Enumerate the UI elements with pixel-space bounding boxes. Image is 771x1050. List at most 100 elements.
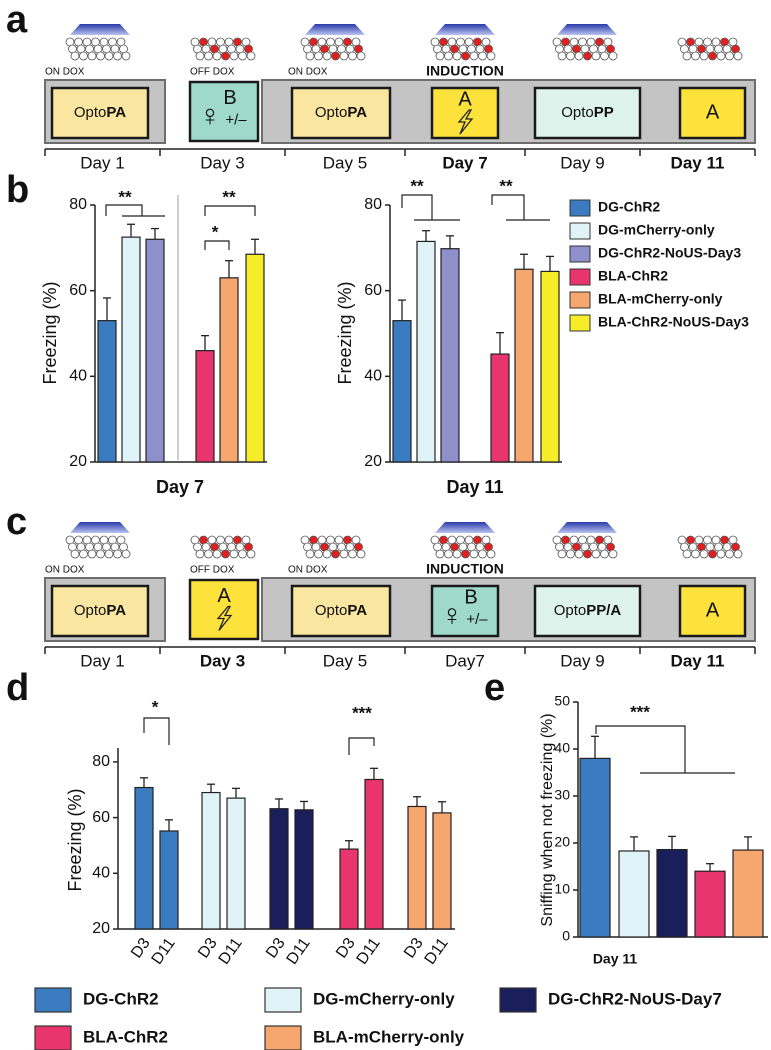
legend-swatch (569, 199, 591, 217)
y-tick-label: 50 (554, 693, 570, 709)
significance-label: * (212, 222, 219, 241)
well (444, 549, 453, 559)
step-text: OptoPA (315, 104, 367, 121)
bar (656, 848, 688, 938)
well (238, 51, 247, 61)
well (574, 51, 584, 61)
well (716, 51, 726, 61)
legend-swatch (34, 987, 72, 1013)
y-tick-label: 20 (364, 453, 382, 470)
x-tick-label: D11 (422, 935, 452, 968)
well (591, 51, 601, 61)
well (478, 549, 487, 559)
panel-letter: d (6, 667, 29, 709)
well (469, 51, 479, 61)
well (229, 51, 239, 61)
well (716, 549, 726, 559)
step-box (430, 584, 500, 638)
well (305, 51, 315, 61)
well (591, 549, 601, 559)
y-tick-label: 20 (554, 834, 570, 850)
step-box (533, 86, 642, 140)
step-text: OptoPP/A (554, 602, 622, 619)
significance-bracket (204, 205, 256, 216)
step-box (188, 578, 260, 641)
day-label: Day 1 (80, 153, 124, 172)
y-tick-label: 40 (69, 368, 87, 385)
well (486, 51, 496, 61)
step-prefix: Opto (74, 104, 107, 121)
well (229, 549, 239, 559)
step-box (678, 86, 747, 140)
day-label: Day 5 (323, 651, 367, 670)
step-text: OptoPP (561, 104, 614, 121)
step-prefix: Opto (561, 104, 594, 121)
well (733, 51, 743, 61)
well (486, 549, 496, 559)
bar (432, 812, 452, 930)
well (212, 51, 222, 61)
legend-label: DG-ChR2 (598, 199, 660, 215)
well (574, 549, 584, 559)
well (104, 549, 114, 559)
well (113, 549, 122, 559)
y-tick-label: 20 (69, 453, 87, 470)
significance-label: * (152, 697, 159, 716)
step-prefix: Opto (315, 104, 348, 121)
well (96, 51, 105, 61)
well (557, 549, 567, 559)
step-bold: PA (347, 602, 367, 619)
step-bold: PP/A (586, 602, 621, 619)
bar (540, 270, 560, 463)
well (682, 51, 692, 61)
bar (219, 277, 239, 463)
step-box (533, 584, 642, 638)
step-box (430, 86, 500, 140)
step-box (188, 80, 260, 143)
well (121, 51, 131, 61)
well (104, 51, 114, 61)
significance-label: ** (499, 176, 513, 195)
y-tick-label: 40 (364, 368, 382, 385)
well (444, 51, 453, 61)
step-sub: +/– (225, 111, 247, 128)
well (356, 51, 366, 61)
well (331, 51, 340, 61)
y-tick-label: 0 (562, 928, 570, 944)
bar (294, 809, 314, 930)
step-bold: PA (106, 602, 126, 619)
well (608, 51, 618, 61)
well (79, 549, 88, 559)
bar (195, 350, 215, 463)
panel-letter: e (484, 667, 505, 709)
well (461, 51, 470, 61)
well (87, 51, 97, 61)
step-box (290, 584, 392, 638)
y-axis-label: Freezing (%) (65, 788, 85, 891)
well (452, 51, 462, 61)
day-label: Day 9 (560, 651, 604, 670)
well (221, 51, 230, 61)
well (708, 51, 717, 61)
well (691, 549, 700, 559)
y-axis-label: Freezing (%) (40, 281, 60, 384)
well (461, 549, 470, 559)
y-tick-label: 80 (364, 196, 382, 213)
legend-swatch (569, 268, 591, 286)
step-box (50, 86, 150, 140)
facet-label: Day 11 (446, 477, 503, 497)
y-tick-label: 30 (554, 787, 570, 803)
well (699, 549, 709, 559)
x-category-label: Day 11 (593, 951, 638, 967)
well (322, 51, 332, 61)
day-label: Day 3 (200, 153, 244, 172)
well (87, 549, 97, 559)
induction-label: INDUCTION (426, 561, 504, 577)
bar (339, 848, 359, 930)
bar (245, 253, 265, 463)
well (195, 51, 205, 61)
panel-letter: c (6, 501, 27, 543)
well (452, 549, 462, 559)
dox-label: OFF DOX (190, 67, 235, 78)
well (699, 51, 709, 61)
